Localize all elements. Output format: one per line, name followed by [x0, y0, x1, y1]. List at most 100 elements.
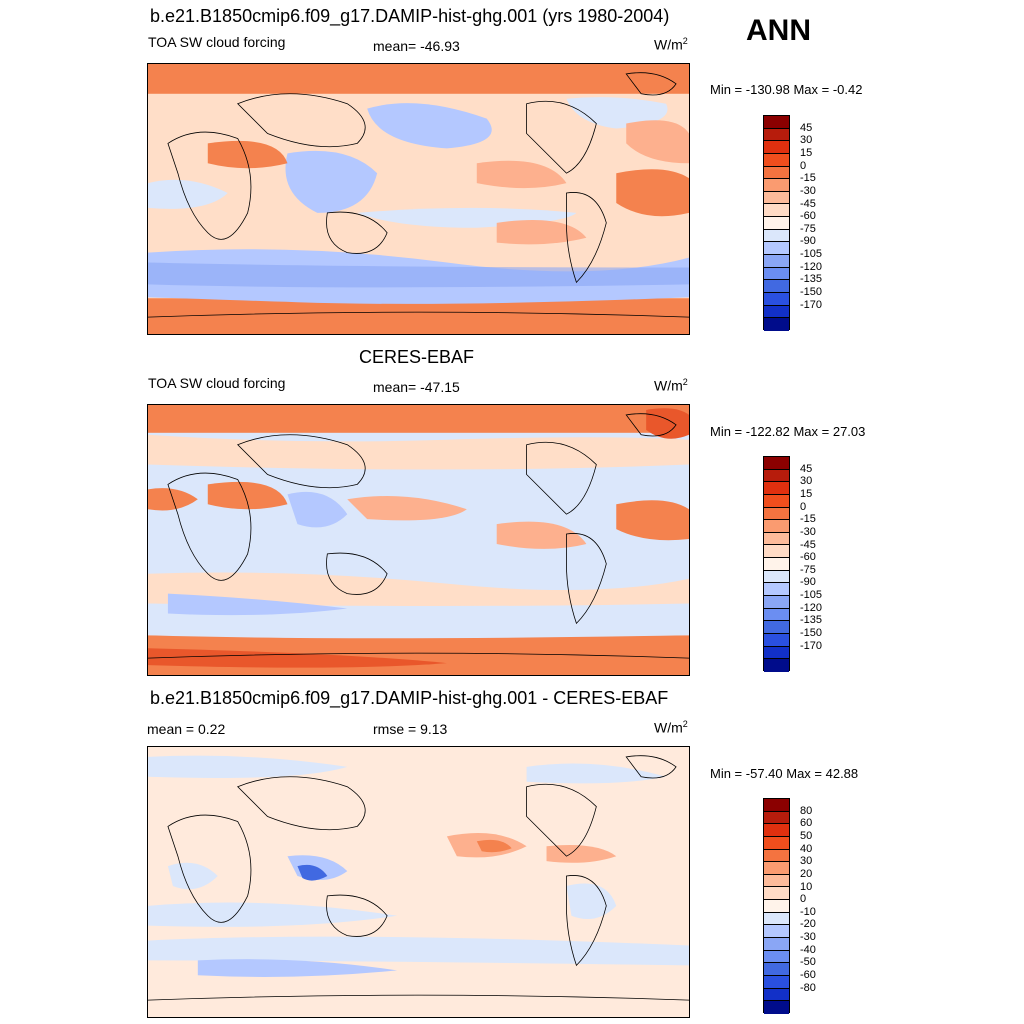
panel3-map — [147, 746, 690, 1018]
colorbar-tick-label: -45 — [800, 538, 816, 551]
colorbar-box — [764, 887, 789, 901]
colorbar-tick-label: -45 — [800, 197, 816, 210]
panel3-mean: mean = 0.22 — [147, 721, 226, 737]
colorbar-box — [764, 633, 789, 647]
colorbar-box — [764, 799, 789, 812]
colorbar-tick-label: -135 — [800, 614, 823, 627]
colorbar-tick-label: -20 — [800, 918, 816, 931]
colorbar-tick-label: 45 — [800, 121, 813, 134]
colorbar-box — [764, 975, 789, 989]
panel3-colorbar — [763, 798, 790, 1014]
colorbar-tick-label: 0 — [800, 893, 807, 906]
colorbar-tick-label: -75 — [800, 563, 816, 576]
colorbar-tick-label: -30 — [800, 184, 816, 197]
panel3-minmax: Min = -57.40 Max = 42.88 — [710, 766, 859, 781]
colorbar-box — [764, 292, 789, 306]
colorbar-box — [764, 507, 789, 521]
colorbar-tick-label: -170 — [800, 298, 823, 311]
colorbar-box — [764, 874, 789, 888]
colorbar-box — [764, 988, 789, 1002]
colorbar-tick-label: 10 — [800, 880, 813, 893]
panel1-mean: mean= -46.93 — [373, 38, 460, 54]
colorbar-box — [764, 255, 789, 268]
colorbar-box — [764, 963, 789, 976]
panel1-title: b.e21.B1850cmip6.f09_g17.DAMIP-hist-ghg.… — [150, 6, 670, 26]
colorbar-box — [764, 811, 789, 825]
colorbar-tick-label: 30 — [800, 855, 813, 868]
panel3-map-svg — [148, 747, 689, 1017]
colorbar-tick-label: 30 — [800, 134, 813, 147]
colorbar-box — [764, 558, 789, 571]
colorbar-box — [764, 179, 789, 192]
colorbar-box — [764, 280, 789, 293]
colorbar-box — [764, 457, 789, 470]
colorbar-box — [764, 950, 789, 964]
colorbar-box — [764, 520, 789, 533]
colorbar-tick-label: 30 — [800, 475, 813, 488]
colorbar-box — [764, 836, 789, 850]
panel2-mean: mean= -47.15 — [373, 379, 460, 395]
colorbar-tick-label: 15 — [800, 487, 813, 500]
panel2-map — [147, 404, 690, 676]
panel1-left-label: TOA SW cloud forcing — [148, 34, 286, 50]
colorbar-tick-label: -60 — [800, 969, 816, 982]
colorbar-box — [764, 229, 789, 243]
panel2-map-svg — [148, 405, 689, 675]
colorbar-box — [764, 494, 789, 508]
panel1-minmax: Min = -130.98 Max = -0.42 — [710, 82, 863, 97]
colorbar-box — [764, 532, 789, 546]
colorbar-box — [764, 305, 789, 319]
colorbar-box — [764, 1001, 789, 1014]
panel2-units: W/m2 — [654, 377, 688, 394]
panel2-left-label: TOA SW cloud forcing — [148, 375, 286, 391]
colorbar-tick-label: -10 — [800, 905, 816, 918]
colorbar-tick-label: 80 — [800, 804, 813, 817]
colorbar-tick-label: -30 — [800, 525, 816, 538]
colorbar-box — [764, 242, 789, 256]
colorbar-tick-label: -105 — [800, 589, 823, 602]
colorbar-box — [764, 191, 789, 205]
panel3-units: W/m2 — [654, 719, 688, 736]
colorbar-box — [764, 570, 789, 584]
colorbar-tick-label: -150 — [800, 627, 823, 640]
panel3-rmse: rmse = 9.13 — [373, 721, 448, 737]
colorbar-box — [764, 608, 789, 622]
colorbar-tick-label: -135 — [800, 273, 823, 286]
colorbar-tick-label: 0 — [800, 159, 807, 172]
colorbar-box — [764, 469, 789, 483]
colorbar-box — [764, 925, 789, 939]
colorbar-tick-label: 60 — [800, 817, 813, 830]
colorbar-box — [764, 153, 789, 167]
colorbar-tick-label: 20 — [800, 867, 813, 880]
colorbar-box — [764, 166, 789, 180]
panel1-map — [147, 63, 690, 335]
season-label: ANN — [746, 14, 811, 47]
colorbar-tick-label: -80 — [800, 981, 816, 994]
colorbar-box — [764, 267, 789, 281]
colorbar-box — [764, 824, 789, 837]
colorbar-box — [764, 116, 789, 129]
colorbar-tick-label: -90 — [800, 235, 816, 248]
colorbar-box — [764, 318, 789, 331]
colorbar-tick-label: -60 — [800, 551, 816, 564]
colorbar-box — [764, 545, 789, 559]
colorbar-tick-label: -60 — [800, 210, 816, 223]
colorbar-box — [764, 659, 789, 672]
panel2-minmax: Min = -122.82 Max = 27.03 — [710, 424, 866, 439]
colorbar-box — [764, 912, 789, 926]
colorbar-box — [764, 862, 789, 875]
panel1-units: W/m2 — [654, 36, 688, 53]
colorbar-box — [764, 482, 789, 495]
colorbar-box — [764, 204, 789, 218]
colorbar-box — [764, 141, 789, 154]
colorbar-box — [764, 646, 789, 660]
panel2-colorbar — [763, 456, 790, 672]
colorbar-tick-label: -40 — [800, 943, 816, 956]
colorbar-tick-label: -105 — [800, 248, 823, 261]
colorbar-box — [764, 128, 789, 142]
panel1-map-svg — [148, 64, 689, 334]
colorbar-box — [764, 849, 789, 863]
colorbar-tick-label: 45 — [800, 462, 813, 475]
panel3-title: b.e21.B1850cmip6.f09_g17.DAMIP-hist-ghg.… — [150, 688, 669, 708]
colorbar-tick-label: -75 — [800, 222, 816, 235]
